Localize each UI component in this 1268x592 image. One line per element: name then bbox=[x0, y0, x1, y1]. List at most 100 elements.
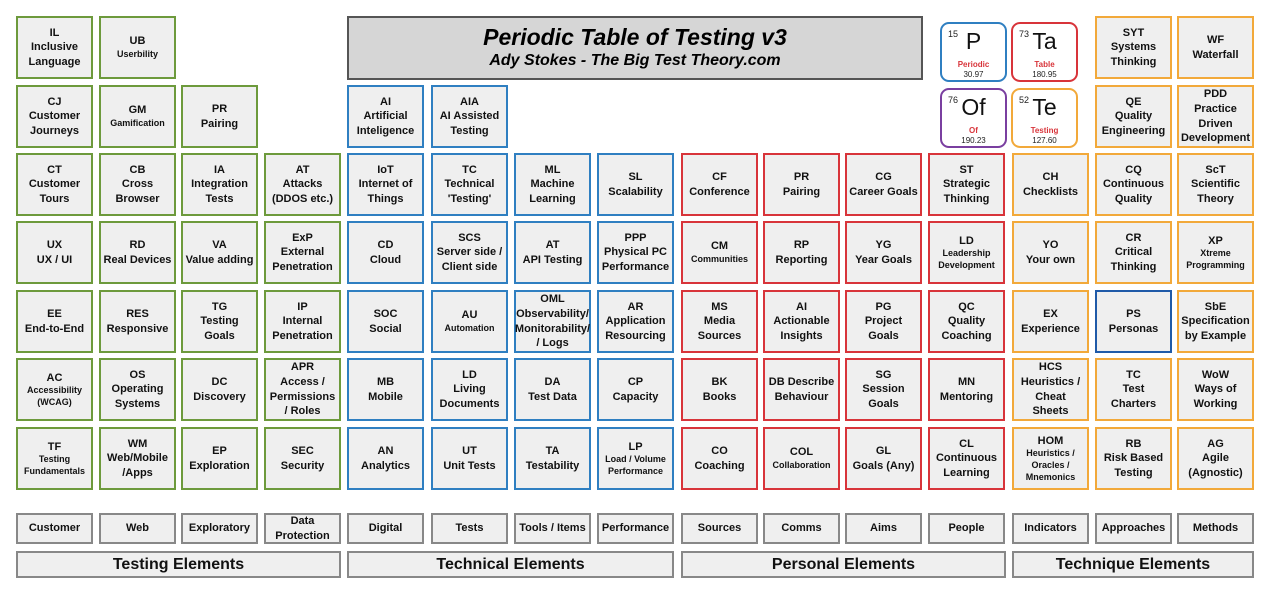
element-symbol: TC bbox=[462, 163, 477, 176]
element-name: Agile (Agnostic) bbox=[1188, 452, 1243, 479]
element-symbol: CH bbox=[1042, 170, 1059, 183]
element-name: Ways of Working bbox=[1193, 383, 1238, 410]
element-name: Communities bbox=[690, 253, 748, 264]
element-cell: CP Capacity bbox=[597, 358, 674, 421]
element-symbol: DB Describe bbox=[768, 375, 835, 388]
element-cell: AI Actionable Insights bbox=[763, 290, 840, 353]
element-cell: AN Analytics bbox=[347, 427, 424, 490]
element-symbol: CQ bbox=[1125, 163, 1142, 176]
element-symbol: LD bbox=[462, 368, 477, 381]
element-cell: COL Collaboration bbox=[763, 427, 840, 490]
element-name: Actionable Insights bbox=[773, 315, 830, 342]
element-symbol: WoW bbox=[1201, 368, 1230, 381]
element-symbol: EP bbox=[212, 444, 227, 457]
category-label: Tests bbox=[431, 513, 508, 544]
element-name: Heuristics / Oracles / Mnemonics bbox=[1025, 448, 1076, 482]
element-name: Leadership Development bbox=[938, 248, 995, 270]
legend-mass: 30.97 bbox=[963, 70, 984, 79]
element-name: Conference bbox=[689, 185, 750, 198]
element-symbol: CL bbox=[959, 437, 974, 450]
element-cell: TA Testability bbox=[514, 427, 591, 490]
element-symbol: QC bbox=[958, 300, 975, 313]
element-cell: AT Attacks (DDOS etc.) bbox=[264, 153, 341, 216]
element-name: Experience bbox=[1021, 322, 1080, 335]
element-cell: QE Quality Engineering bbox=[1095, 85, 1172, 148]
element-symbol: SL bbox=[628, 170, 643, 183]
element-symbol: AC bbox=[46, 371, 63, 384]
element-name: Strategic Thinking bbox=[942, 178, 991, 205]
element-cell: PR Pairing bbox=[763, 153, 840, 216]
element-symbol: PG bbox=[875, 300, 892, 313]
element-symbol: EE bbox=[47, 307, 62, 320]
element-cell: CG Career Goals bbox=[845, 153, 922, 216]
element-cell: IA Integration Tests bbox=[181, 153, 258, 216]
element-cell: IP Internal Penetration bbox=[264, 290, 341, 353]
element-name: Mobile bbox=[368, 390, 403, 403]
element-name: Specification by Example bbox=[1181, 315, 1250, 342]
element-symbol: SbE bbox=[1204, 300, 1227, 313]
section-label: Technical Elements bbox=[347, 551, 674, 578]
element-name: Heuristics / Cheat Sheets bbox=[1020, 375, 1081, 418]
section-label: Technique Elements bbox=[1012, 551, 1254, 578]
element-name: Operating Systems bbox=[111, 383, 164, 410]
element-cell: TC Test Charters bbox=[1095, 358, 1172, 421]
element-cell: IoT Internet of Things bbox=[347, 153, 424, 216]
element-name: Discovery bbox=[193, 390, 246, 403]
element-symbol: CF bbox=[712, 170, 727, 183]
element-symbol: IL bbox=[49, 26, 60, 39]
element-symbol: GL bbox=[875, 444, 892, 457]
section-label: Personal Elements bbox=[681, 551, 1006, 578]
element-symbol: PR bbox=[793, 170, 810, 183]
element-symbol: AT bbox=[295, 163, 310, 176]
element-name: Security bbox=[280, 459, 325, 472]
element-cell: QC Quality Coaching bbox=[928, 290, 1005, 353]
element-symbol: AI bbox=[380, 95, 391, 108]
element-name: Application Resourcing bbox=[605, 315, 666, 342]
element-symbol: WM bbox=[127, 437, 148, 450]
element-symbol: ExP bbox=[292, 231, 313, 244]
element-name: Scientific Theory bbox=[1191, 178, 1240, 205]
element-cell: PG Project Goals bbox=[845, 290, 922, 353]
element-name: Pairing bbox=[782, 185, 821, 198]
element-cell: ExP External Penetration bbox=[264, 221, 341, 284]
element-cell: UT Unit Tests bbox=[431, 427, 508, 490]
legend-element: 73 Ta Table 180.95 bbox=[1011, 22, 1078, 82]
element-symbol: SG bbox=[875, 368, 892, 381]
element-cell: CL Continuous Learning bbox=[928, 427, 1005, 490]
category-label: Indicators bbox=[1012, 513, 1089, 544]
element-name: Machine Learning bbox=[529, 178, 576, 205]
element-name: Critical Thinking bbox=[1110, 246, 1157, 273]
element-symbol: YO bbox=[1042, 238, 1059, 251]
element-cell: DA Test Data bbox=[514, 358, 591, 421]
element-symbol: QE bbox=[1125, 95, 1142, 108]
element-cell: OS Operating Systems bbox=[99, 358, 176, 421]
element-name: Internal Penetration bbox=[272, 315, 333, 342]
element-cell: TG Testing Goals bbox=[181, 290, 258, 353]
element-symbol: UB bbox=[129, 35, 146, 48]
legend-atomic-number: 73 bbox=[1019, 29, 1030, 39]
element-symbol: LD bbox=[959, 234, 974, 247]
element-symbol: IP bbox=[297, 300, 308, 313]
element-name: Session Goals bbox=[862, 383, 905, 410]
element-symbol: RB bbox=[1125, 437, 1142, 450]
page-subtitle: Ady Stokes - The Big Test Theory.com bbox=[489, 51, 781, 69]
element-name: Exploration bbox=[189, 459, 250, 472]
element-cell: PR Pairing bbox=[181, 85, 258, 148]
element-name: Risk Based Testing bbox=[1103, 452, 1164, 479]
element-cell: IL Inclusive Language bbox=[16, 16, 93, 79]
element-name: Observability/ Monitorability/ / Logs bbox=[514, 307, 591, 350]
element-name: Waterfall bbox=[1192, 48, 1239, 61]
element-symbol: DA bbox=[544, 375, 561, 388]
element-cell: AIA AI Assisted Testing bbox=[431, 85, 508, 148]
element-symbol: OML bbox=[540, 293, 565, 306]
element-name: End-to-End bbox=[24, 322, 85, 335]
element-name: Xtreme Programming bbox=[1186, 248, 1245, 270]
element-name: Pairing bbox=[200, 117, 239, 130]
element-name: Automation bbox=[444, 322, 495, 333]
element-cell: AR Application Resourcing bbox=[597, 290, 674, 353]
element-cell: OML Observability/ Monitorability/ / Logs bbox=[514, 290, 591, 353]
element-name: Gamification bbox=[110, 117, 165, 128]
category-label: Exploratory bbox=[181, 513, 258, 544]
element-name: Access / Permissions / Roles bbox=[269, 375, 336, 418]
element-symbol: PR bbox=[211, 102, 228, 115]
